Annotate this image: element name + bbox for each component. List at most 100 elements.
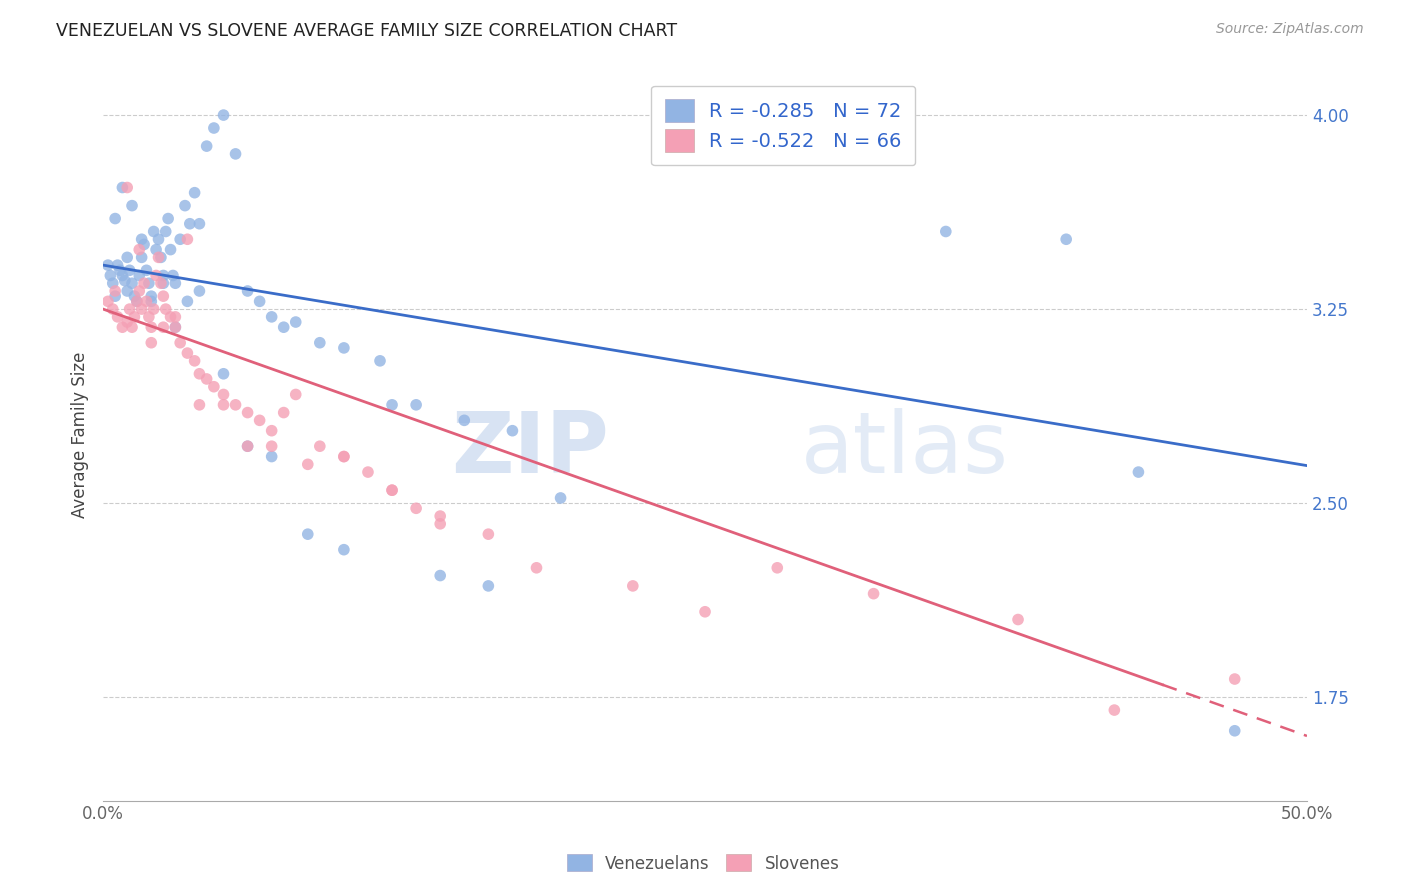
Point [141,289,163,303]
Point [142,302,165,317]
Point [273,406,295,420]
Point [125,294,148,309]
Point [135,294,157,309]
Point [381,483,404,498]
Point [125,294,148,309]
Point [135,263,157,277]
Legend: R = -0.285   N = 72, R = -0.522   N = 66: R = -0.285 N = 72, R = -0.522 N = 66 [651,86,915,166]
Point [368,354,391,368]
Point [169,232,191,246]
Point [176,232,198,246]
Point [405,398,427,412]
Point [148,251,170,265]
Point [121,277,143,291]
Point [159,243,181,257]
Legend: Venezuelans, Slovenes: Venezuelans, Slovenes [560,847,846,880]
Point [155,225,177,239]
Point [1223,672,1246,686]
Point [693,605,716,619]
Point [284,387,307,401]
Point [124,289,146,303]
Point [477,579,499,593]
Point [429,568,451,582]
Point [260,439,283,453]
Point [236,284,259,298]
Point [308,439,330,453]
Point [333,341,356,355]
Point [174,199,197,213]
Text: VENEZUELAN VS SLOVENE AVERAGE FAMILY SIZE CORRELATION CHART: VENEZUELAN VS SLOVENE AVERAGE FAMILY SIZ… [56,22,678,40]
Point [1104,703,1126,717]
Point [121,320,143,334]
Point [115,251,138,265]
Point [131,302,153,317]
Point [236,439,259,453]
Point [1223,723,1246,738]
Point [115,315,138,329]
Point [104,211,127,226]
Point [152,289,174,303]
Point [111,180,134,194]
Point [128,284,150,298]
Point [357,465,380,479]
Point [260,450,283,464]
Point [333,450,356,464]
Point [141,320,163,334]
Point [108,263,131,277]
Point [152,277,174,291]
Point [176,346,198,360]
Text: Source: ZipAtlas.com: Source: ZipAtlas.com [1216,22,1364,37]
Point [114,274,136,288]
Point [862,587,884,601]
Point [297,458,319,472]
Point [141,335,163,350]
Point [249,294,271,309]
Point [273,320,295,334]
Point [212,387,235,401]
Point [152,268,174,283]
Point [1128,465,1150,479]
Point [188,284,211,298]
Point [179,217,201,231]
Point [124,310,146,324]
Point [308,335,330,350]
Point [104,284,127,298]
Point [202,380,225,394]
Point [225,398,247,412]
Point [97,294,120,309]
Point [621,579,644,593]
Point [128,268,150,283]
Point [526,561,548,575]
Point [236,406,259,420]
Point [405,501,427,516]
Point [131,232,153,246]
Point [550,491,572,505]
Point [297,527,319,541]
Point [148,232,170,246]
Point [212,398,235,412]
Point [131,251,153,265]
Point [145,268,167,283]
Point [429,516,451,531]
Point [212,367,235,381]
Point [284,315,307,329]
Point [98,268,121,283]
Point [111,320,134,334]
Point [1007,613,1029,627]
Point [381,398,404,412]
Point [107,310,129,324]
Point [115,180,138,194]
Point [142,225,165,239]
Point [188,217,211,231]
Point [121,199,143,213]
Point [188,367,211,381]
Point [501,424,523,438]
Point [118,263,141,277]
Point [453,413,475,427]
Point [333,542,356,557]
Point [183,186,205,200]
Point [212,108,235,122]
Point [159,310,181,324]
Point [149,277,172,291]
Point [188,398,211,412]
